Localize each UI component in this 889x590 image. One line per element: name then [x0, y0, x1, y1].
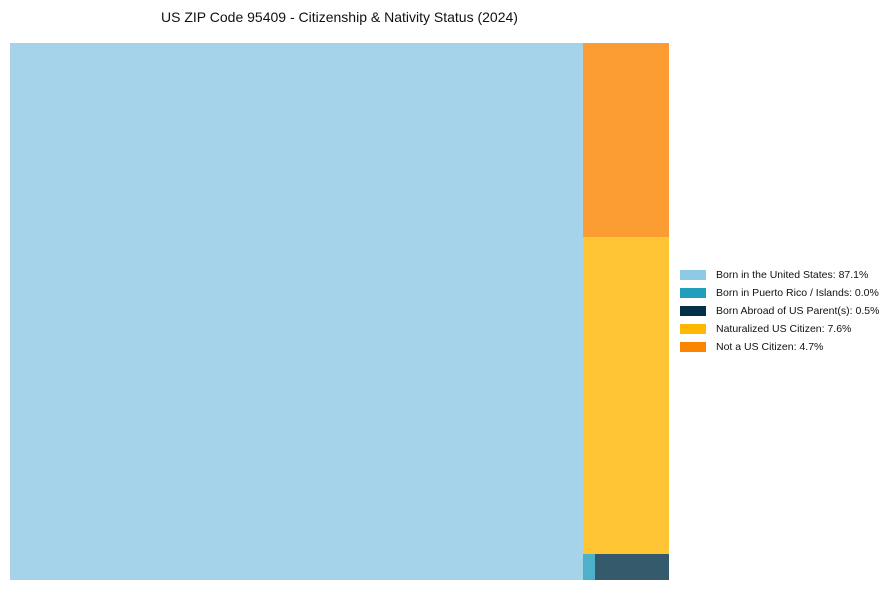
legend: Born in the United States: 87.1% Born in… [680, 266, 879, 356]
legend-label: Born in the United States: 87.1% [716, 269, 869, 281]
tile-naturalized [583, 237, 669, 554]
legend-label: Naturalized US Citizen: 7.6% [716, 323, 852, 335]
legend-label: Born in Puerto Rico / Islands: 0.0% [716, 287, 879, 299]
tile-born-in-us [10, 43, 583, 580]
tile-not-us-citizen [583, 43, 669, 237]
legend-item: Born Abroad of US Parent(s): 0.5% [680, 302, 879, 320]
tile-born-puerto-rico [583, 554, 595, 580]
legend-item: Born in the United States: 87.1% [680, 266, 879, 284]
legend-item: Not a US Citizen: 4.7% [680, 338, 879, 356]
legend-swatch [680, 288, 706, 298]
legend-item: Naturalized US Citizen: 7.6% [680, 320, 879, 338]
legend-swatch [680, 270, 706, 280]
legend-swatch [680, 324, 706, 334]
chart-title: US ZIP Code 95409 - Citizenship & Nativi… [161, 9, 518, 25]
legend-label: Born Abroad of US Parent(s): 0.5% [716, 305, 880, 317]
legend-label: Not a US Citizen: 4.7% [716, 341, 824, 353]
legend-item: Born in Puerto Rico / Islands: 0.0% [680, 284, 879, 302]
legend-swatch [680, 306, 706, 316]
tile-born-abroad [595, 554, 669, 580]
legend-swatch [680, 342, 706, 352]
